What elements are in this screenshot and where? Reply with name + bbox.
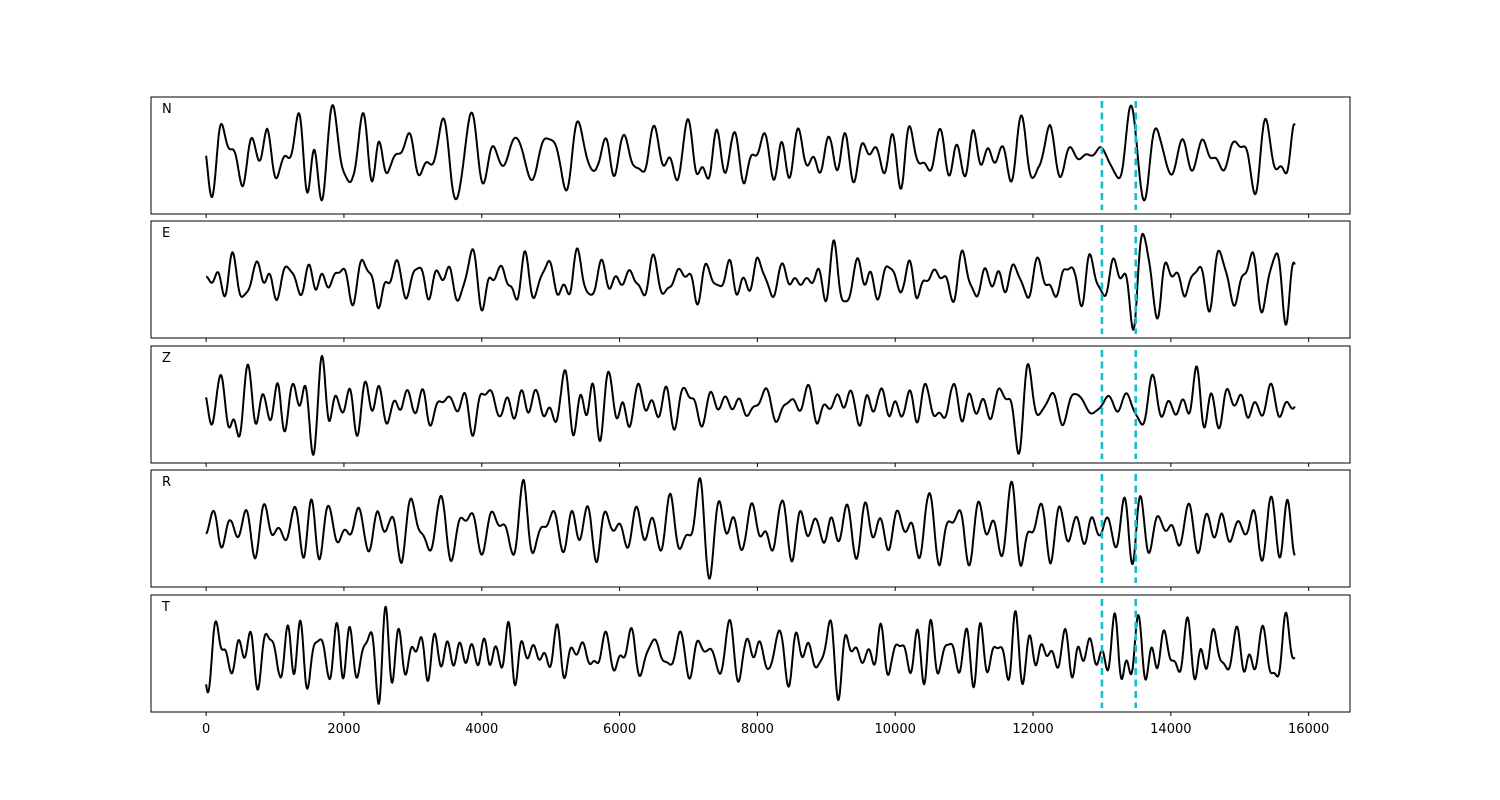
panels: N E Z R T <box>150 96 1351 716</box>
x-tick-label: 6000 <box>603 722 636 737</box>
panel-frame <box>150 594 1351 713</box>
x-tick-label: 10000 <box>875 722 916 737</box>
panel-label: T <box>161 600 170 615</box>
panel-label: N <box>162 102 172 117</box>
x-tick-label: 2000 <box>327 722 360 737</box>
panel-frame <box>150 96 1351 215</box>
x-tick-label: 12000 <box>1012 722 1053 737</box>
panel-label: Z <box>162 351 171 366</box>
x-tick-label: 0 <box>202 722 210 737</box>
x-tick-label: 14000 <box>1150 722 1191 737</box>
trace-e <box>205 232 1296 331</box>
trace-z <box>205 354 1296 456</box>
trace-n <box>205 104 1296 202</box>
trace-t <box>205 605 1296 705</box>
x-tick-label: 16000 <box>1288 722 1329 737</box>
panel-z: Z <box>150 345 1351 467</box>
x-tick-label: 8000 <box>741 722 774 737</box>
trace-r <box>205 477 1296 580</box>
panel-n: N <box>150 96 1351 218</box>
panel-frame <box>150 345 1351 464</box>
panel-frame <box>150 220 1351 339</box>
x-tick-label: 4000 <box>465 722 498 737</box>
panel-label: E <box>162 226 170 241</box>
panel-e: E <box>150 220 1351 342</box>
panel-frame <box>150 469 1351 588</box>
panel-label: R <box>162 475 171 490</box>
panel-t: T <box>150 594 1351 716</box>
panel-r: R <box>150 469 1351 591</box>
x-axis: 0 2000 4000 6000 8000 10000 12000 14000 16000 <box>202 722 1329 737</box>
